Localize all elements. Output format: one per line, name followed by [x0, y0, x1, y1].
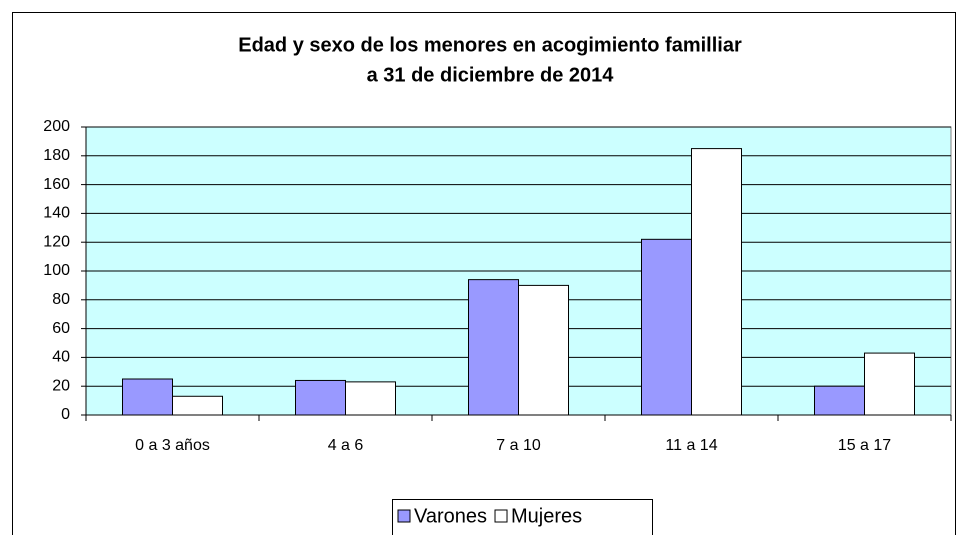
bar — [691, 148, 742, 416]
legend-swatch — [494, 509, 508, 523]
x-tick-label: 4 a 6 — [328, 437, 364, 454]
legend-label: Mujeres — [511, 505, 582, 527]
legend-box — [392, 499, 653, 535]
bar — [295, 379, 346, 416]
y-tick-label: 100 — [43, 262, 70, 279]
bar — [172, 395, 223, 416]
bar — [641, 238, 692, 416]
y-tick-label: 140 — [43, 205, 70, 222]
chart-title: a 31 de diciembre de 2014 — [367, 64, 615, 86]
legend-label: Varones — [414, 505, 487, 527]
x-tick-label: 15 a 17 — [838, 437, 891, 454]
y-tick-label: 120 — [43, 233, 70, 250]
legend-swatch — [397, 509, 411, 523]
bar — [345, 381, 396, 416]
y-tick-label: 40 — [52, 349, 70, 366]
y-tick-label: 80 — [52, 291, 70, 308]
bar — [518, 284, 569, 416]
x-tick-label: 7 a 10 — [496, 437, 541, 454]
x-tick-label: 11 a 14 — [665, 437, 717, 454]
chart-title: Edad y sexo de los menores en acogimient… — [238, 34, 742, 56]
y-tick-label: 160 — [43, 176, 70, 193]
bar — [864, 352, 915, 416]
y-tick-label: 60 — [52, 320, 70, 337]
bar — [814, 385, 865, 416]
bar — [468, 279, 519, 416]
y-tick-label: 180 — [43, 147, 70, 164]
bar — [122, 378, 173, 416]
x-tick-label: 0 a 3 años — [135, 437, 210, 454]
y-tick-label: 200 — [43, 118, 70, 135]
y-tick-label: 20 — [52, 377, 70, 394]
y-tick-label: 0 — [61, 406, 70, 423]
